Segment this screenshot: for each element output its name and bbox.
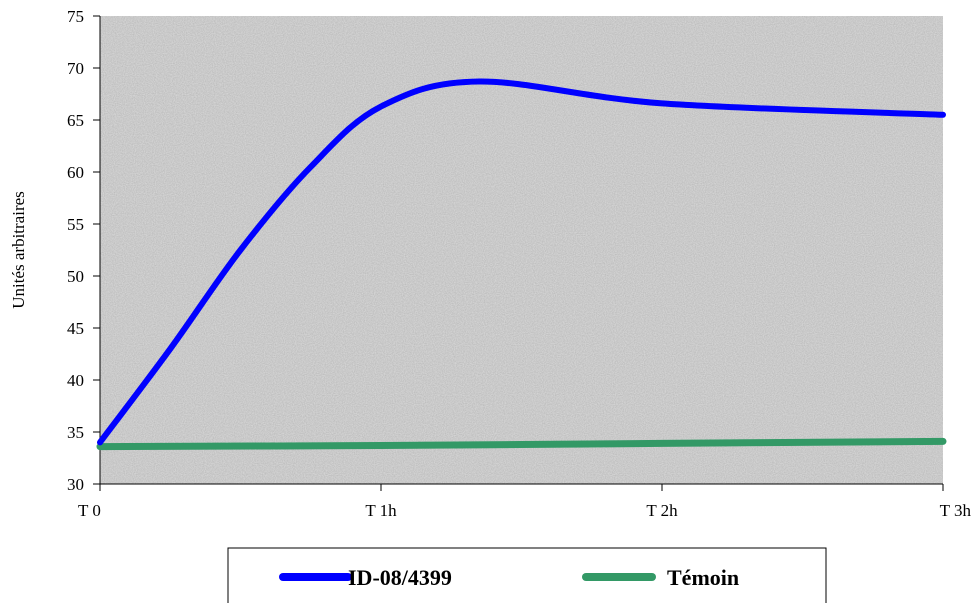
y-axis-title: Unités arbitraires bbox=[9, 191, 28, 309]
x-axis: T 0 T 1h T 2h T 3h bbox=[78, 483, 972, 520]
y-tick-label: 35 bbox=[67, 423, 84, 442]
y-tick-label: 55 bbox=[67, 215, 84, 234]
legend-label-temoin: Témoin bbox=[667, 565, 739, 590]
series-line-id-08-4399 bbox=[97, 78, 946, 446]
y-tick-label: 65 bbox=[67, 111, 84, 130]
x-tick-label: T 3h bbox=[940, 501, 972, 520]
x-tick-label: T 0 bbox=[78, 501, 101, 520]
x-tick-label: T 1h bbox=[365, 501, 397, 520]
legend-label-id-08-4399: ID-08/4399 bbox=[348, 565, 452, 590]
y-tick-label: 30 bbox=[67, 475, 84, 494]
y-tick-label: 45 bbox=[67, 319, 84, 338]
y-tick-label: 75 bbox=[67, 7, 84, 26]
legend: ID-08/4399 Témoin bbox=[227, 547, 827, 603]
series-line-temoin bbox=[96, 437, 947, 451]
y-tick-label: 70 bbox=[67, 59, 84, 78]
y-tick-label: 50 bbox=[67, 267, 84, 286]
x-tick-label: T 2h bbox=[646, 501, 678, 520]
series-layer bbox=[96, 78, 947, 451]
y-tick-label: 40 bbox=[67, 371, 84, 390]
y-axis: 30 35 40 45 50 55 60 65 70 75 bbox=[67, 7, 101, 494]
y-tick-label: 60 bbox=[67, 163, 84, 182]
